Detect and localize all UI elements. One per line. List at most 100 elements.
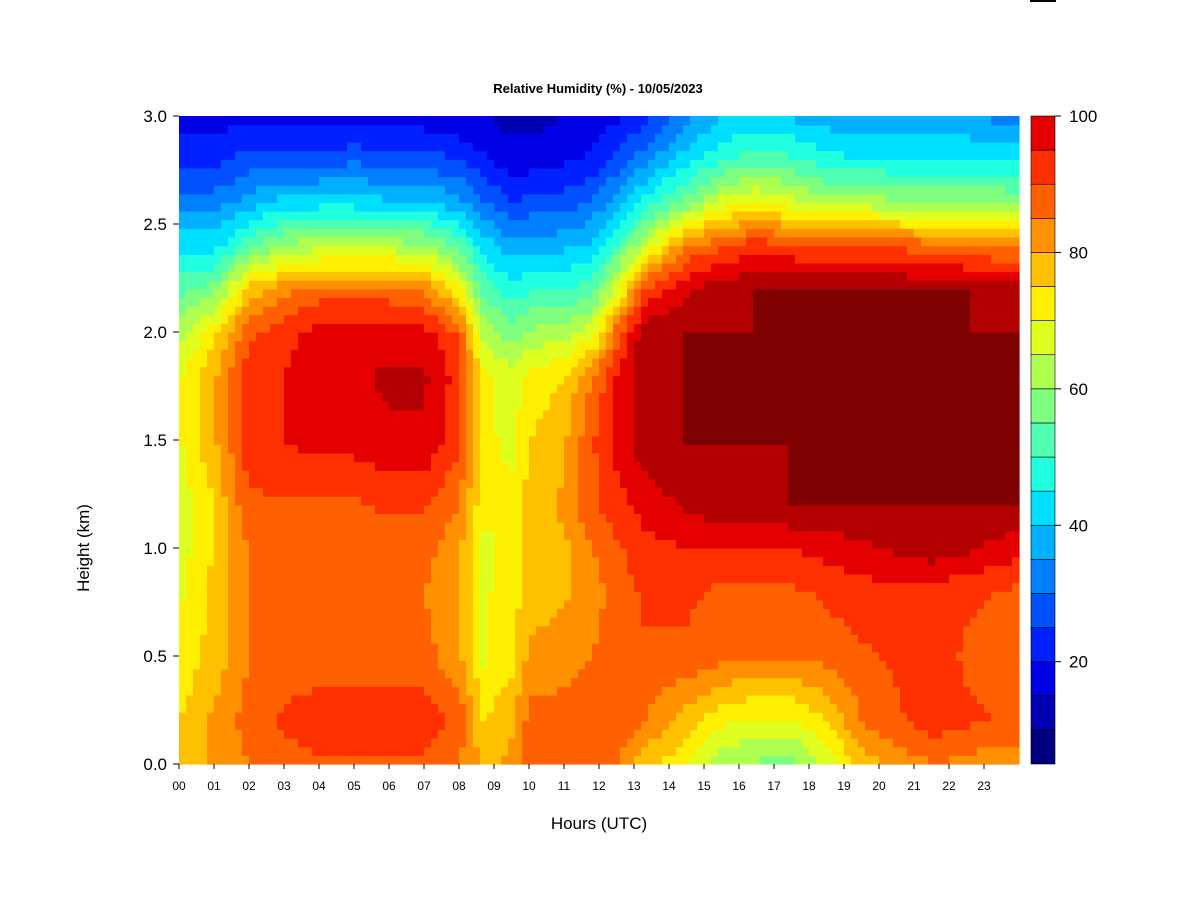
heatmap-cell — [634, 332, 642, 342]
heatmap-cell — [200, 539, 208, 549]
heatmap-cell — [613, 366, 621, 376]
heatmap-cell — [466, 617, 474, 627]
heatmap-cell — [606, 297, 614, 307]
heatmap-cell — [228, 470, 236, 480]
heatmap-cell — [501, 668, 509, 679]
heatmap-cell — [599, 228, 607, 238]
heatmap-cell — [494, 383, 502, 394]
heatmap-cell — [277, 167, 285, 178]
heatmap-cell — [221, 254, 229, 264]
heatmap-cell — [228, 496, 236, 506]
heatmap-cell — [228, 262, 236, 273]
heatmap-cell — [606, 280, 614, 290]
heatmap-cell — [326, 746, 334, 756]
heatmap-cell — [396, 712, 404, 722]
heatmap-cell — [459, 643, 467, 653]
heatmap-cell — [389, 418, 397, 428]
heatmap-cell — [207, 591, 215, 601]
heatmap-cell — [571, 245, 579, 255]
heatmap-cell — [200, 608, 208, 618]
heatmap-cell — [389, 565, 397, 575]
heatmap-cell — [235, 452, 243, 463]
heatmap-cell — [564, 539, 572, 549]
heatmap-cell — [221, 556, 229, 566]
heatmap-cell — [256, 677, 264, 687]
heatmap-cell — [494, 435, 502, 445]
heatmap-cell — [536, 452, 544, 463]
heatmap-cell — [641, 625, 649, 635]
heatmap-cell — [459, 729, 467, 739]
heatmap-cell — [459, 314, 467, 324]
heatmap-cell — [319, 375, 327, 385]
heatmap-cell — [186, 565, 194, 575]
heatmap-cell — [228, 288, 236, 299]
heatmap-cell — [354, 677, 362, 687]
heatmap-cell — [277, 452, 285, 463]
heatmap-cell — [417, 738, 425, 748]
heatmap-cell — [382, 470, 390, 480]
heatmap-cell — [221, 660, 229, 670]
heatmap-cell — [312, 116, 320, 126]
heatmap-cell — [326, 530, 334, 540]
heatmap-cell — [284, 677, 292, 687]
heatmap-cell — [179, 288, 187, 299]
heatmap-cell — [270, 116, 278, 126]
heatmap-cell — [620, 720, 628, 731]
heatmap-cell — [424, 236, 432, 247]
heatmap-cell — [543, 591, 551, 601]
heatmap-cell — [193, 651, 201, 661]
heatmap-cell — [613, 686, 621, 696]
heatmap-cell — [186, 686, 194, 696]
heatmap-cell — [550, 548, 558, 558]
heatmap-cell — [620, 401, 628, 411]
heatmap-cell — [361, 323, 369, 333]
heatmap-cell — [571, 478, 579, 489]
heatmap-cell — [382, 185, 390, 195]
heatmap-cell — [613, 556, 621, 566]
heatmap-cell — [242, 599, 250, 610]
heatmap-cell — [333, 418, 341, 428]
heatmap-cell — [214, 159, 222, 169]
heatmap-cell — [200, 211, 208, 221]
heatmap-cell — [592, 314, 600, 324]
heatmap-cell — [599, 452, 607, 463]
heatmap-cell — [501, 211, 509, 221]
heatmap-cell — [515, 478, 523, 489]
heatmap-cell — [242, 245, 250, 255]
heatmap-cell — [333, 712, 341, 722]
heatmap-cell — [270, 133, 278, 143]
heatmap-cell — [543, 340, 551, 350]
heatmap-cell — [354, 193, 362, 203]
heatmap-cell — [200, 643, 208, 653]
heatmap-cell — [417, 159, 425, 169]
heatmap-cell — [466, 150, 474, 160]
heatmap-cell — [326, 634, 334, 644]
heatmap-cell — [417, 660, 425, 670]
heatmap-cell — [298, 150, 306, 160]
heatmap-cell — [361, 634, 369, 644]
heatmap-cell — [613, 167, 621, 178]
heatmap-cell — [319, 634, 327, 644]
heatmap-cell — [333, 271, 341, 281]
heatmap-cell — [627, 133, 635, 143]
heatmap-cell — [613, 288, 621, 299]
heatmap-cell — [452, 314, 460, 324]
heatmap-cell — [221, 504, 229, 515]
heatmap-cell — [424, 141, 432, 152]
heatmap-cell — [508, 262, 516, 273]
heatmap-cell — [333, 496, 341, 506]
heatmap-cell — [270, 383, 278, 394]
heatmap-cell — [627, 366, 635, 376]
heatmap-cell — [235, 409, 243, 419]
heatmap-cell — [375, 357, 383, 368]
heatmap-cell — [438, 513, 446, 523]
heatmap-cell — [284, 712, 292, 722]
heatmap-cell — [494, 167, 502, 178]
heatmap-cell — [508, 582, 516, 592]
heatmap-cell — [361, 746, 369, 756]
heatmap-cell — [585, 159, 593, 169]
heatmap-cell — [543, 202, 551, 212]
heatmap-cell — [186, 548, 194, 558]
heatmap-cell — [270, 444, 278, 454]
heatmap-cell — [578, 202, 586, 212]
